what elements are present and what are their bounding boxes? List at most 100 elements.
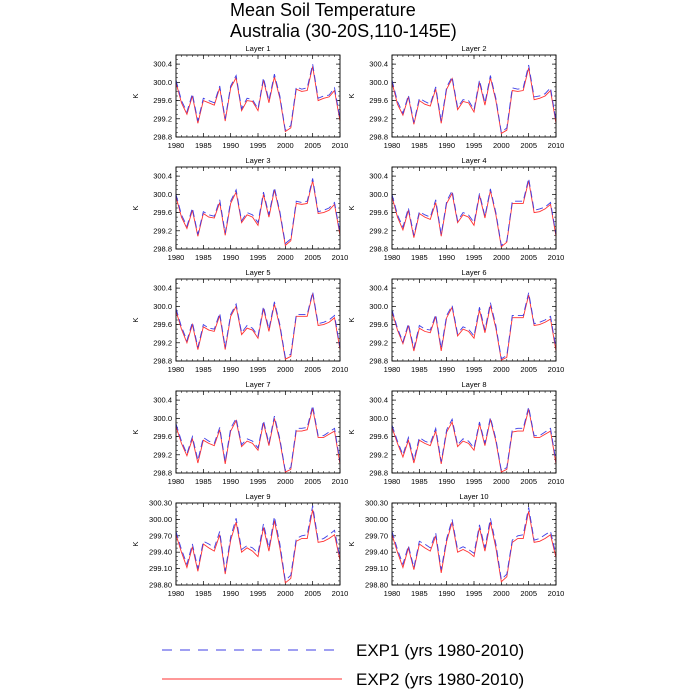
x-tick-label: 2010 xyxy=(548,477,565,486)
x-tick-label: 2000 xyxy=(493,589,510,598)
x-tick-label: 1995 xyxy=(466,589,483,598)
x-tick-label: 1990 xyxy=(222,365,239,374)
y-tick-label: 300.4 xyxy=(369,172,388,181)
y-tick-label: 300.0 xyxy=(153,414,172,423)
x-tick-label: 1990 xyxy=(222,253,239,262)
x-tick-label: 2005 xyxy=(304,477,321,486)
x-tick-label: 1980 xyxy=(168,477,185,486)
x-tick-label: 1985 xyxy=(195,477,212,486)
y-tick-label: 298.8 xyxy=(369,357,388,366)
x-tick-label: 2005 xyxy=(304,141,321,150)
y-tick-label: 298.8 xyxy=(153,245,172,254)
x-tick-label: 2000 xyxy=(277,589,294,598)
series-line-exp1 xyxy=(175,64,341,132)
panel-title: Layer 6 xyxy=(461,268,486,277)
plot-frame xyxy=(175,390,341,474)
y-tick-label: 300.4 xyxy=(369,396,388,405)
y-tick-label: 299.2 xyxy=(369,450,388,459)
panel-layer-3: Layer 3 K 298.8 299.2 299.6 300.0 300.4 1980 198… xyxy=(131,156,348,262)
figure-title-line2: Australia (30-20S,110-145E) xyxy=(230,21,457,41)
series-line-exp1 xyxy=(391,292,557,360)
x-tick-label: 1980 xyxy=(168,141,185,150)
y-tick-label: 298.8 xyxy=(153,469,172,478)
x-tick-label: 1990 xyxy=(438,365,455,374)
x-tick-label: 1990 xyxy=(222,589,239,598)
y-tick-label: 299.40 xyxy=(365,548,388,557)
x-tick-label: 1990 xyxy=(438,477,455,486)
y-tick-label: 298.8 xyxy=(369,133,388,142)
y-tick-label: 298.8 xyxy=(369,245,388,254)
panel-title: Layer 10 xyxy=(459,492,488,501)
y-tick-label: 299.2 xyxy=(369,226,388,235)
legend-label-exp2: EXP2 (yrs 1980-2010) xyxy=(356,670,524,689)
x-tick-label: 2010 xyxy=(548,141,565,150)
plot-frame xyxy=(175,166,341,250)
x-tick-label: 1980 xyxy=(384,141,401,150)
legend-label-exp1: EXP1 (yrs 1980-2010) xyxy=(356,641,524,660)
series-line-exp1 xyxy=(391,406,557,472)
panel-layer-7: Layer 7 K 298.8 299.2 299.6 300.0 300.4 1980 198… xyxy=(131,380,348,486)
y-tick-label: 299.6 xyxy=(369,96,388,105)
y-axis-label: K xyxy=(131,205,140,210)
series-line-exp1 xyxy=(175,291,341,359)
x-tick-label: 2010 xyxy=(332,477,349,486)
plot-frame xyxy=(391,166,557,250)
y-tick-label: 298.8 xyxy=(153,357,172,366)
y-axis-label: K xyxy=(347,541,356,546)
x-tick-label: 2010 xyxy=(548,253,565,262)
x-tick-label: 1985 xyxy=(411,477,428,486)
y-tick-label: 300.0 xyxy=(153,78,172,87)
panel-title: Layer 7 xyxy=(245,380,270,389)
x-tick-label: 2010 xyxy=(548,365,565,374)
x-tick-label: 1985 xyxy=(195,589,212,598)
plot-frame xyxy=(391,390,557,474)
panel-layer-1: Layer 1 K 298.8 299.2 299.6 300.0 300.4 1980 198… xyxy=(131,44,348,150)
panel-layer-8: Layer 8 K 298.8 299.2 299.6 300.0 300.4 1980 198… xyxy=(347,380,564,486)
series-line-exp1 xyxy=(175,505,341,582)
y-tick-label: 300.0 xyxy=(369,190,388,199)
series-line-exp1 xyxy=(175,178,341,245)
y-axis-label: K xyxy=(131,93,140,98)
y-tick-label: 300.0 xyxy=(369,302,388,311)
y-tick-label: 300.30 xyxy=(365,499,388,508)
y-tick-label: 300.4 xyxy=(153,172,172,181)
x-tick-label: 2000 xyxy=(277,141,294,150)
x-tick-label: 1990 xyxy=(438,253,455,262)
x-tick-label: 1985 xyxy=(195,253,212,262)
x-tick-label: 1980 xyxy=(168,253,185,262)
series-line-exp2 xyxy=(391,511,557,583)
x-tick-label: 1985 xyxy=(411,141,428,150)
y-tick-label: 299.70 xyxy=(365,531,388,540)
panel-title: Layer 2 xyxy=(461,44,486,53)
panel-layer-4: Layer 4 K 298.8 299.2 299.6 300.0 300.4 1980 198… xyxy=(347,156,564,262)
plot-frame xyxy=(175,54,341,138)
x-tick-label: 1980 xyxy=(384,477,401,486)
y-tick-label: 300.0 xyxy=(369,78,388,87)
series-line-exp2 xyxy=(391,67,557,135)
y-tick-label: 298.80 xyxy=(365,581,388,590)
y-axis-label: K xyxy=(347,317,356,322)
panel-title: Layer 3 xyxy=(245,156,270,165)
x-tick-label: 2005 xyxy=(520,141,537,150)
y-tick-label: 300.0 xyxy=(153,302,172,311)
x-tick-label: 1995 xyxy=(466,365,483,374)
x-tick-label: 1990 xyxy=(222,141,239,150)
x-tick-label: 2010 xyxy=(332,141,349,150)
x-tick-label: 2010 xyxy=(332,589,349,598)
y-axis-label: K xyxy=(347,429,356,434)
series-line-exp2 xyxy=(175,180,341,247)
series-line-exp1 xyxy=(391,64,557,134)
x-tick-label: 2010 xyxy=(332,253,349,262)
x-tick-label: 2005 xyxy=(304,253,321,262)
x-tick-label: 1985 xyxy=(411,589,428,598)
y-tick-label: 299.2 xyxy=(153,450,172,459)
panel-layer-9: Layer 9 K 298.80 299.10 299.40 299.70 300.00 30… xyxy=(131,492,348,598)
x-tick-label: 1985 xyxy=(195,141,212,150)
plot-frame xyxy=(391,54,557,138)
y-tick-label: 300.4 xyxy=(153,284,172,293)
x-tick-label: 2000 xyxy=(493,141,510,150)
y-tick-label: 299.6 xyxy=(153,208,172,217)
y-tick-label: 300.30 xyxy=(149,499,172,508)
y-tick-label: 299.2 xyxy=(153,226,172,235)
